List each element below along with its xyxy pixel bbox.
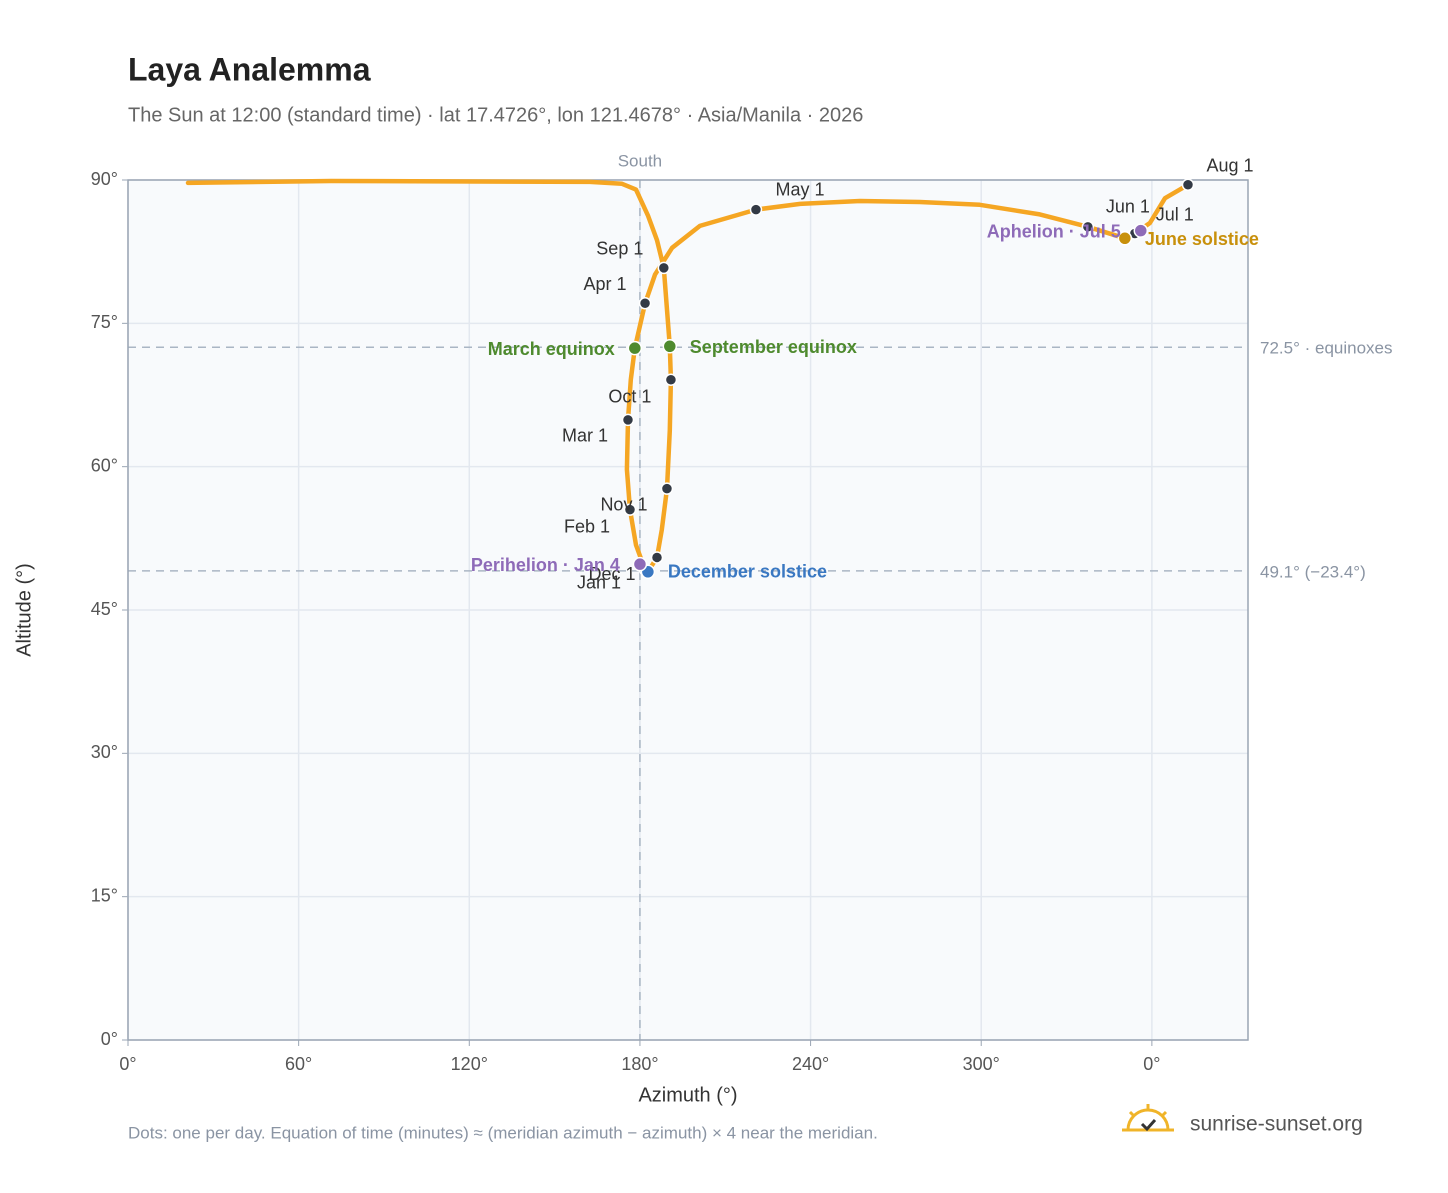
event-label: Perihelion · Jan 4 xyxy=(471,555,620,575)
month-label: Mar 1 xyxy=(562,426,608,446)
logo-text: sunrise-sunset.org xyxy=(1190,1113,1363,1136)
x-tick-label: 120° xyxy=(451,1054,488,1074)
event-marker xyxy=(662,339,678,354)
month-marker xyxy=(650,551,664,564)
footnote: Dots: one per day. Equation of time (min… xyxy=(128,1123,878,1142)
y-tick-label: 60° xyxy=(91,455,118,475)
month-label: Oct 1 xyxy=(608,386,651,406)
x-tick-label: 60° xyxy=(285,1054,312,1074)
x-tick-label: 240° xyxy=(792,1054,829,1074)
event-label: Aphelion · Jul 5 xyxy=(987,221,1121,241)
month-marker xyxy=(660,482,674,495)
month-label: Jun 1 xyxy=(1106,197,1150,217)
month-label: Apr 1 xyxy=(584,274,627,294)
month-label: Jul 1 xyxy=(1156,204,1194,224)
event-marker xyxy=(1117,231,1133,246)
chart-title: Laya Analemma xyxy=(128,51,371,87)
logo-icon xyxy=(1122,1104,1174,1132)
event-marker xyxy=(1133,223,1149,238)
event-marker xyxy=(632,556,648,572)
event-marker xyxy=(627,340,643,356)
y-tick-label: 75° xyxy=(91,312,118,332)
month-label: May 1 xyxy=(775,179,824,199)
y-tick-label: 15° xyxy=(91,885,118,905)
y-tick-label: 0° xyxy=(101,1029,118,1049)
plot-border xyxy=(127,179,1249,1041)
event-label: March equinox xyxy=(488,339,615,359)
event-label: December solstice xyxy=(668,562,827,582)
month-label: Feb 1 xyxy=(564,516,610,536)
y-tick-label: 45° xyxy=(91,599,118,619)
month-marker xyxy=(664,373,678,386)
month-label: Jan 1 xyxy=(577,573,621,593)
month-label: Sep 1 xyxy=(596,239,643,259)
x-tick-label: 0° xyxy=(119,1054,136,1074)
x-axis-label: Azimuth (°) xyxy=(638,1084,737,1106)
x-tick-label: 180° xyxy=(621,1054,658,1074)
x-tick-label: 0° xyxy=(1143,1054,1160,1074)
y-tick-label: 30° xyxy=(91,742,118,762)
reference-label: 49.1° (−23.4°) xyxy=(1260,562,1366,581)
month-marker xyxy=(1081,220,1095,234)
y-axis-label: Altitude (°) xyxy=(13,563,35,657)
month-marker xyxy=(621,413,635,427)
month-label: Aug 1 xyxy=(1206,156,1253,176)
month-label: Nov 1 xyxy=(600,494,647,514)
month-label: Dec 1 xyxy=(588,564,635,584)
month-marker xyxy=(749,203,763,216)
month-marker xyxy=(638,297,652,310)
event-label: June solstice xyxy=(1145,229,1259,249)
month-marker xyxy=(623,503,637,516)
month-marker xyxy=(657,261,671,275)
y-tick-label: 90° xyxy=(91,169,118,189)
chart-subtitle: The Sun at 12:00 (standard time) · lat 1… xyxy=(128,104,863,126)
x-tick-label: 300° xyxy=(963,1054,1000,1074)
reference-label: South xyxy=(618,151,662,170)
month-marker xyxy=(1181,178,1195,192)
event-label: September equinox xyxy=(690,337,857,357)
reference-label: 72.5° · equinoxes xyxy=(1260,339,1393,358)
